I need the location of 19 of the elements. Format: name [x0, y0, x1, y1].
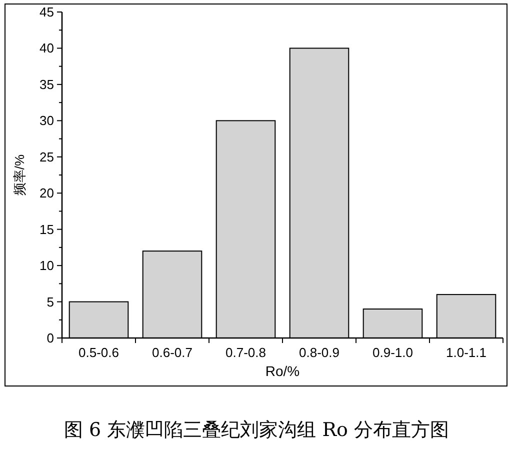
y-tick-label: 20	[40, 186, 54, 201]
x-tick-label: 0.8-0.9	[299, 345, 340, 360]
x-tick-label: 1.0-1.1	[446, 345, 486, 360]
x-tick-label: 0.7-0.8	[226, 345, 266, 360]
text: 图 6 东濮凹陷三叠纪刘家沟组 Ro 分布直方图	[64, 419, 449, 441]
y-tick-label: 35	[40, 76, 54, 92]
x-tick-label: 0.9-1.0	[372, 345, 413, 360]
y-tick-label: 10	[40, 258, 54, 274]
y-axis-title: 频率/%	[12, 154, 27, 196]
x-axis-title: Ro/%	[265, 363, 300, 379]
y-tick-label: 45	[40, 4, 54, 20]
y-tick-label: 15	[40, 222, 54, 237]
y-tick-label: 25	[40, 149, 54, 164]
y-tick-label: 30	[40, 113, 54, 128]
y-tick-label: 40	[40, 40, 54, 56]
x-tick-label: 0.5-0.6	[78, 345, 119, 360]
x-tick-label: 0.6-0.7	[152, 345, 192, 360]
y-tick-label: 0	[46, 330, 54, 346]
y-tick-label: 5	[46, 294, 54, 310]
